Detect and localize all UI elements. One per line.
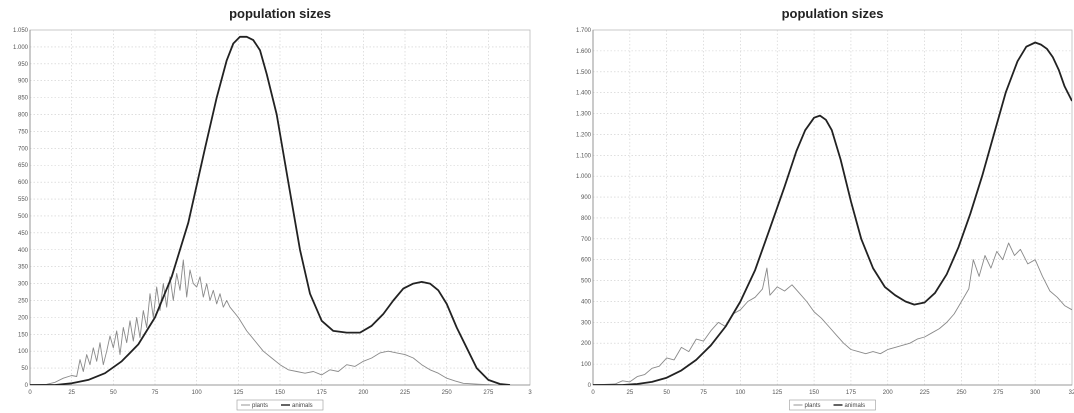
legend-label-animals: animals [292, 403, 313, 409]
x-tick-label: 25 [627, 390, 634, 396]
x-tick-label: 250 [956, 390, 967, 396]
series-line-animals [30, 35, 511, 385]
x-tick-label: 0 [591, 390, 595, 396]
y-tick-label: 450 [18, 231, 29, 237]
x-tick-label: 32 [1069, 390, 1074, 396]
y-tick-label: 800 [18, 113, 29, 119]
y-tick-label: 1.200 [576, 132, 592, 138]
x-tick-label: 3 [528, 390, 532, 396]
x-tick-label: 175 [846, 390, 857, 396]
x-tick-label: 150 [809, 390, 820, 396]
y-tick-label: 250 [18, 298, 29, 304]
y-tick-label: 700 [18, 146, 29, 152]
y-tick-label: 750 [18, 129, 29, 135]
y-tick-label: 300 [581, 320, 592, 326]
y-tick-label: 350 [18, 265, 29, 271]
y-tick-label: 300 [18, 282, 29, 288]
x-tick-label: 225 [400, 390, 411, 396]
y-tick-label: 50 [21, 366, 28, 372]
y-tick-label: 100 [18, 349, 29, 355]
y-tick-label: 0 [588, 383, 592, 389]
chart-title: population sizes [782, 6, 884, 21]
y-tick-label: 550 [18, 197, 29, 203]
series-line-plants [593, 242, 1072, 385]
y-tick-label: 400 [581, 299, 592, 305]
population-chart-right: population sizes010020030040050060070080… [576, 6, 1074, 411]
y-tick-label: 800 [581, 216, 592, 222]
x-tick-label: 0 [28, 390, 32, 396]
legend-box [236, 399, 324, 411]
legend-box [789, 399, 876, 411]
x-tick-label: 50 [663, 390, 670, 396]
plot-area [592, 29, 1073, 386]
y-tick-label: 500 [18, 214, 29, 220]
y-tick-label: 1.500 [576, 70, 592, 76]
y-tick-label: 850 [18, 96, 29, 102]
y-tick-label: 100 [581, 362, 592, 368]
y-tick-label: 600 [18, 180, 29, 186]
x-tick-label: 225 [920, 390, 931, 396]
chart-title: population sizes [229, 6, 331, 21]
legend: plants animals [789, 399, 876, 411]
x-tick-label: 25 [68, 390, 75, 396]
series-line-animals [593, 41, 1072, 385]
y-tick-label: 200 [581, 341, 592, 347]
chart-panel-right: population sizes 0 100 200 300 400 500 600 700 80… [562, 0, 1074, 413]
y-tick-label: 1.600 [576, 49, 592, 55]
y-tick-label: 900 [18, 79, 29, 85]
y-tick-label: 1.100 [576, 153, 592, 159]
x-tick-label: 100 [192, 390, 203, 396]
y-tick-label: 1.000 [576, 174, 592, 180]
chart-panel-left: population sizes 0 50 100 150 200 250 300 350 400… [0, 0, 536, 413]
legend-label-plants: plants [805, 403, 821, 409]
x-tick-label: 75 [152, 390, 159, 396]
x-tick-label: 275 [993, 390, 1004, 396]
y-tick-label: 1.050 [13, 28, 29, 34]
population-chart-left: population sizes050100150200250300350400… [13, 6, 532, 411]
y-tick-label: 1.700 [576, 28, 592, 34]
legend: plants animals [236, 399, 324, 411]
y-tick-label: 1.400 [576, 91, 592, 97]
y-tick-label: 700 [581, 237, 592, 243]
x-tick-label: 50 [110, 390, 117, 396]
y-tick-label: 400 [18, 248, 29, 254]
x-tick-label: 125 [772, 390, 783, 396]
y-tick-label: 150 [18, 332, 29, 338]
legend-label-plants: plants [252, 403, 268, 409]
x-tick-label: 200 [358, 390, 369, 396]
x-tick-label: 175 [317, 390, 328, 396]
y-tick-label: 500 [581, 279, 592, 285]
legend-label-animals: animals [845, 403, 866, 409]
x-tick-label: 275 [483, 390, 494, 396]
y-tick-label: 200 [18, 315, 29, 321]
y-tick-label: 950 [18, 62, 29, 68]
y-tick-label: 650 [18, 163, 29, 169]
y-tick-label: 1.300 [576, 112, 592, 118]
x-tick-label: 300 [1030, 390, 1041, 396]
x-tick-label: 250 [442, 390, 453, 396]
y-tick-label: 600 [581, 258, 592, 264]
y-tick-label: 0 [25, 383, 29, 389]
x-tick-label: 100 [735, 390, 746, 396]
x-tick-label: 200 [883, 390, 894, 396]
y-tick-label: 900 [581, 195, 592, 201]
series-line-plants [30, 259, 497, 385]
x-tick-label: 150 [275, 390, 286, 396]
x-tick-label: 75 [700, 390, 707, 396]
y-tick-label: 1.000 [13, 45, 29, 51]
plot-area [29, 29, 531, 386]
x-tick-label: 125 [233, 390, 244, 396]
